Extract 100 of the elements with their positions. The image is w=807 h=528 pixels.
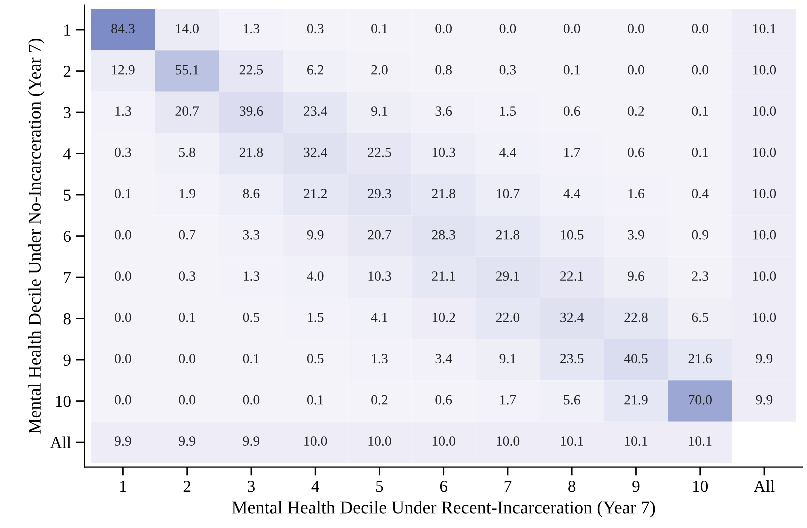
data-label: 0.1: [372, 24, 388, 34]
data-label: 3.9: [628, 230, 644, 240]
data-label: 0.0: [564, 24, 580, 34]
data-label: 10.3: [368, 272, 392, 282]
data-label: 1.6: [628, 189, 644, 199]
data-label: 0.1: [692, 106, 708, 116]
x-axis-title: Mental Health Decile Under Recent-Incarceration (Year 7): [232, 501, 656, 518]
data-label: 21.8: [432, 189, 456, 199]
data-label: 9.9: [756, 395, 773, 405]
x-tick-label: 8: [568, 480, 576, 492]
data-label: 39.6: [240, 106, 264, 116]
data-label: 10.0: [754, 272, 776, 282]
x-tick-label: 6: [440, 481, 448, 492]
data-label: 0.2: [628, 106, 644, 116]
y-tick-label: 5: [64, 190, 71, 201]
data-label: 21.8: [240, 148, 264, 158]
y-tick-label: 4: [64, 148, 72, 160]
data-label: 0.9: [692, 230, 708, 240]
data-label: 1.5: [308, 312, 324, 322]
data-label: 0.0: [115, 272, 132, 282]
data-label: 8.6: [243, 189, 260, 199]
data-label: 0.3: [307, 24, 324, 34]
data-label: 10.0: [754, 312, 776, 322]
data-label: 0.4: [692, 189, 709, 199]
data-label: 0.1: [179, 312, 196, 322]
y-tick-label: 7: [64, 272, 72, 284]
data-label: 0.3: [179, 272, 196, 282]
data-label: 32.4: [304, 148, 328, 158]
data-label: 21.1: [432, 272, 456, 282]
data-label: 10.0: [304, 436, 328, 446]
data-label: 10.0: [754, 189, 776, 199]
x-tick-label: 2: [184, 481, 191, 492]
data-label: 21.9: [624, 395, 648, 405]
data-label: 55.1: [176, 65, 199, 75]
data-label: 23.5: [560, 354, 584, 364]
data-label: 9.9: [756, 354, 773, 364]
y-tick-label: 9: [64, 354, 71, 366]
data-label: 70.0: [689, 395, 712, 405]
data-label: 84.3: [112, 24, 135, 34]
data-label: 1.3: [372, 354, 388, 364]
data-label: 22.1: [560, 272, 584, 282]
data-label: 1.9: [180, 189, 196, 199]
data-label: 20.7: [368, 230, 392, 240]
x-tick-label: 1: [120, 481, 126, 492]
data-label: 10.1: [561, 436, 584, 446]
data-label: 10.7: [497, 189, 520, 199]
data-label: 10.0: [754, 106, 776, 116]
data-label: 0.0: [628, 65, 644, 75]
data-label: 20.7: [176, 106, 200, 116]
data-label: 4.1: [371, 312, 388, 322]
data-label: 4.4: [500, 148, 516, 158]
data-label: 0.8: [436, 65, 452, 75]
data-label: 0.3: [500, 65, 516, 75]
data-label: 10.0: [497, 436, 520, 446]
data-label: 40.5: [624, 354, 648, 364]
data-label: 10.0: [754, 65, 776, 75]
data-label: 28.3: [432, 230, 456, 240]
data-label: 32.4: [560, 312, 584, 322]
data-label: 4.0: [307, 272, 324, 282]
y-tick-label: 8: [64, 313, 71, 325]
x-tick-label: 5: [376, 481, 384, 492]
data-label: 0.0: [179, 354, 196, 364]
data-label: 6.5: [692, 312, 708, 322]
data-label: 9.6: [628, 272, 644, 282]
data-label: 0.6: [564, 106, 580, 116]
data-label: 10.0: [368, 436, 392, 446]
data-label: 1.3: [244, 272, 260, 282]
data-label: 9.9: [114, 436, 132, 446]
y-tick-label: 2: [64, 66, 71, 78]
data-label: 0.0: [243, 395, 260, 405]
data-label: 1.5: [500, 106, 516, 116]
data-label: 0.0: [692, 24, 709, 34]
data-label: 9.1: [500, 354, 516, 364]
y-axis-title: Mental Health Decile Under No-Incarceration (Year 7): [28, 38, 45, 434]
data-label: 9.9: [243, 436, 260, 446]
data-label: 0.0: [115, 354, 132, 364]
x-tick-label: 4: [312, 481, 320, 492]
x-tick-label: All: [754, 480, 775, 492]
data-label: 10.0: [754, 148, 776, 158]
data-label: 0.3: [115, 148, 132, 158]
data-label: 0.5: [243, 312, 260, 322]
data-label: 0.6: [436, 395, 452, 405]
data-label: 10.5: [561, 230, 584, 240]
data-label: 10.1: [754, 24, 776, 34]
data-label: 0.7: [179, 230, 196, 240]
data-label: 5.6: [564, 395, 580, 405]
x-tick-label: 10: [693, 480, 708, 492]
data-label: 9.9: [179, 436, 196, 446]
data-label: 0.5: [307, 354, 324, 364]
x-tick-label: 7: [504, 481, 512, 492]
data-label: 0.0: [628, 24, 644, 34]
data-label: 22.5: [240, 65, 264, 75]
y-tick-label: 6: [64, 231, 72, 242]
data-label: 21.2: [304, 189, 327, 199]
data-label: 0.1: [307, 395, 324, 405]
data-label: 4.4: [564, 189, 581, 199]
data-label: 1.3: [116, 106, 132, 116]
data-label: 5.8: [179, 148, 196, 158]
data-label: 0.6: [628, 148, 644, 158]
data-label: 14.0: [176, 24, 199, 34]
